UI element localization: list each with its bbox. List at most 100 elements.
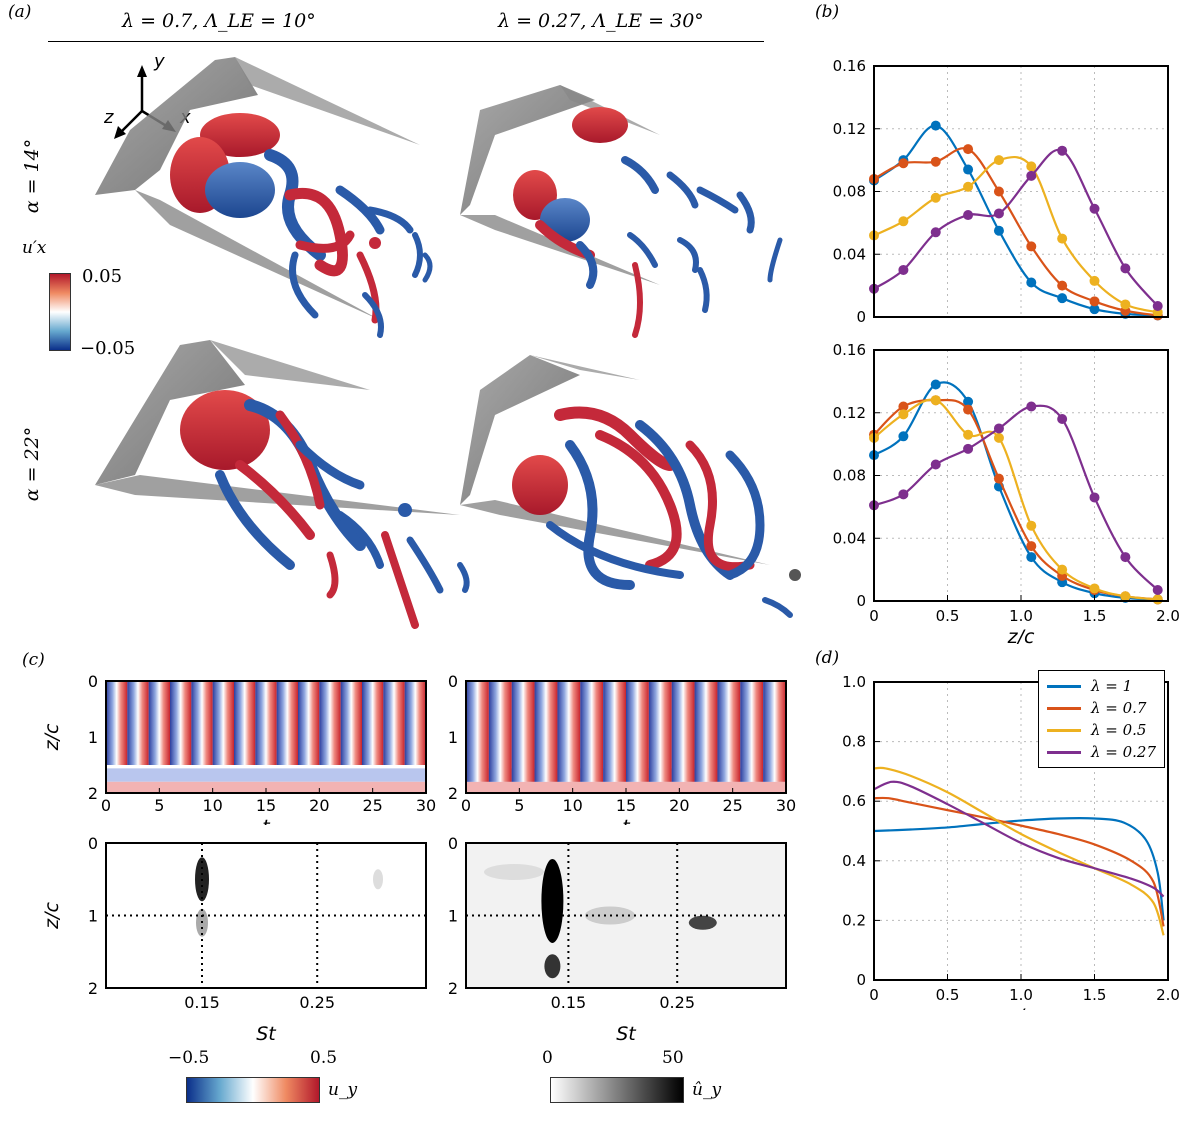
colorbar-hat: [550, 1077, 684, 1103]
x-tick-label: 0.15: [551, 993, 587, 1012]
legend-label-lambda-07: λ = 0.7: [1091, 699, 1147, 717]
data-point: [1057, 145, 1068, 156]
wave-stripe: [488, 681, 512, 782]
data-point: [1120, 552, 1131, 563]
heatmap-band-left: [106, 768, 426, 782]
data-point: [1057, 280, 1068, 291]
series-line-3: [873, 404, 1159, 591]
data-point: [993, 155, 1004, 166]
spacetime-heatmaps: 051015202530t012051015202530t012z/c: [41, 672, 796, 825]
x-axis-label: t: [622, 816, 631, 825]
vortices-top-left: [170, 113, 433, 338]
data-point: [963, 429, 974, 440]
data-point: [898, 431, 909, 442]
panel-label-b: (b): [815, 2, 840, 22]
series-line-0: [873, 124, 1158, 317]
x-tick-label: 15: [616, 796, 636, 815]
wave-stripe: [191, 681, 213, 765]
heatmap-band2-left: [106, 781, 426, 793]
x-tick-label: 30: [416, 796, 436, 815]
y-tick-label: 0: [856, 308, 866, 326]
series-line-2: [873, 766, 1165, 936]
data-point: [1089, 275, 1100, 286]
y-tick-label: 2: [88, 784, 98, 803]
wave-stripe: [127, 681, 149, 765]
y-tick-label: 0: [88, 835, 98, 853]
wave-stripe: [383, 681, 405, 765]
x-tick-label: 20: [309, 796, 329, 815]
spectrum-frame-right: [465, 842, 787, 989]
x-tick-label: 0: [869, 607, 879, 625]
legend-item-lambda-05: λ = 0.5: [1047, 719, 1156, 741]
axis-y-label: y: [153, 51, 165, 72]
series-line-1: [873, 796, 1165, 927]
y-axis-label: z/c: [41, 723, 63, 751]
data-point: [930, 395, 941, 406]
heatmap-band2-right: [466, 781, 786, 793]
wave-stripe: [763, 681, 786, 782]
wing-bottom-right: [460, 355, 770, 565]
legend-swatch-lambda-027: [1047, 750, 1081, 754]
data-point: [963, 443, 974, 454]
spectral-peak-second: [688, 915, 717, 930]
panel-label-a: (a): [8, 2, 32, 22]
data-point: [898, 401, 909, 412]
y-tick-label: 0: [448, 672, 458, 691]
data-point: [963, 210, 974, 221]
x-tick-label: 0.25: [299, 993, 335, 1012]
data-point: [1120, 263, 1131, 274]
wave-stripe: [740, 681, 764, 782]
data-point: [1026, 520, 1037, 531]
series-line-2: [873, 155, 1158, 314]
colorbar-hat-max: 50: [662, 1048, 684, 1068]
data-point: [930, 120, 941, 131]
y-tick-label: 0.04: [833, 245, 866, 263]
data-point: [963, 164, 974, 175]
legend-swatch-lambda-07: [1047, 706, 1081, 710]
vortex-renderings: y x z: [95, 51, 801, 629]
y-tick-label: 1.0: [842, 673, 866, 691]
axis-z-label: z: [103, 107, 114, 128]
data-point: [963, 404, 974, 415]
data-point: [1089, 583, 1100, 594]
data-point: [930, 379, 941, 390]
y-tick-label: 0.4: [842, 852, 866, 870]
colorbar-uy-label: u_y: [328, 1080, 358, 1100]
y-tick-label: 2: [88, 979, 98, 998]
wave-stripe: [212, 681, 234, 765]
panel-label-d: (d): [815, 648, 840, 668]
data-point: [1026, 277, 1037, 288]
x-tick-label: 25: [722, 796, 742, 815]
x-tick-label: 0.5: [936, 986, 960, 1004]
data-point: [1089, 304, 1100, 315]
x-tick-label: 0: [101, 796, 111, 815]
data-point: [1026, 541, 1037, 552]
y-tick-label: 0.08: [833, 183, 866, 201]
y-tick-label: 0.12: [833, 404, 866, 422]
wave-stripe: [362, 681, 384, 765]
x-tick-label: 0.5: [936, 607, 960, 625]
series-line-0: [873, 381, 1158, 601]
data-point: [993, 225, 1004, 236]
heading-right-case: λ = 0.27, Λ_LE = 30°: [498, 10, 704, 32]
y-tick-label: 0.6: [842, 792, 866, 810]
series-line-3: [873, 780, 1165, 898]
y-tick-label: 2: [448, 979, 458, 998]
wave-stripe: [626, 681, 649, 782]
x-axis-label: t: [262, 816, 271, 825]
x-tick-label: 1.0: [1009, 607, 1033, 625]
spectral-peak-faint: [373, 869, 383, 890]
wave-stripe: [603, 681, 626, 782]
panel-label-c: (c): [22, 650, 45, 670]
wave-stripe: [234, 681, 256, 765]
series-line-1: [873, 398, 1158, 601]
y-tick-label: 0.2: [842, 911, 866, 929]
wave-stripe: [534, 681, 558, 782]
wave-stripe: [580, 681, 604, 782]
y-tick-label: 1: [88, 728, 98, 747]
x-tick-label: 15: [256, 796, 276, 815]
data-point: [1057, 233, 1068, 244]
data-point: [898, 489, 909, 500]
y-axis-label: z/c: [41, 902, 63, 930]
data-point: [963, 181, 974, 192]
